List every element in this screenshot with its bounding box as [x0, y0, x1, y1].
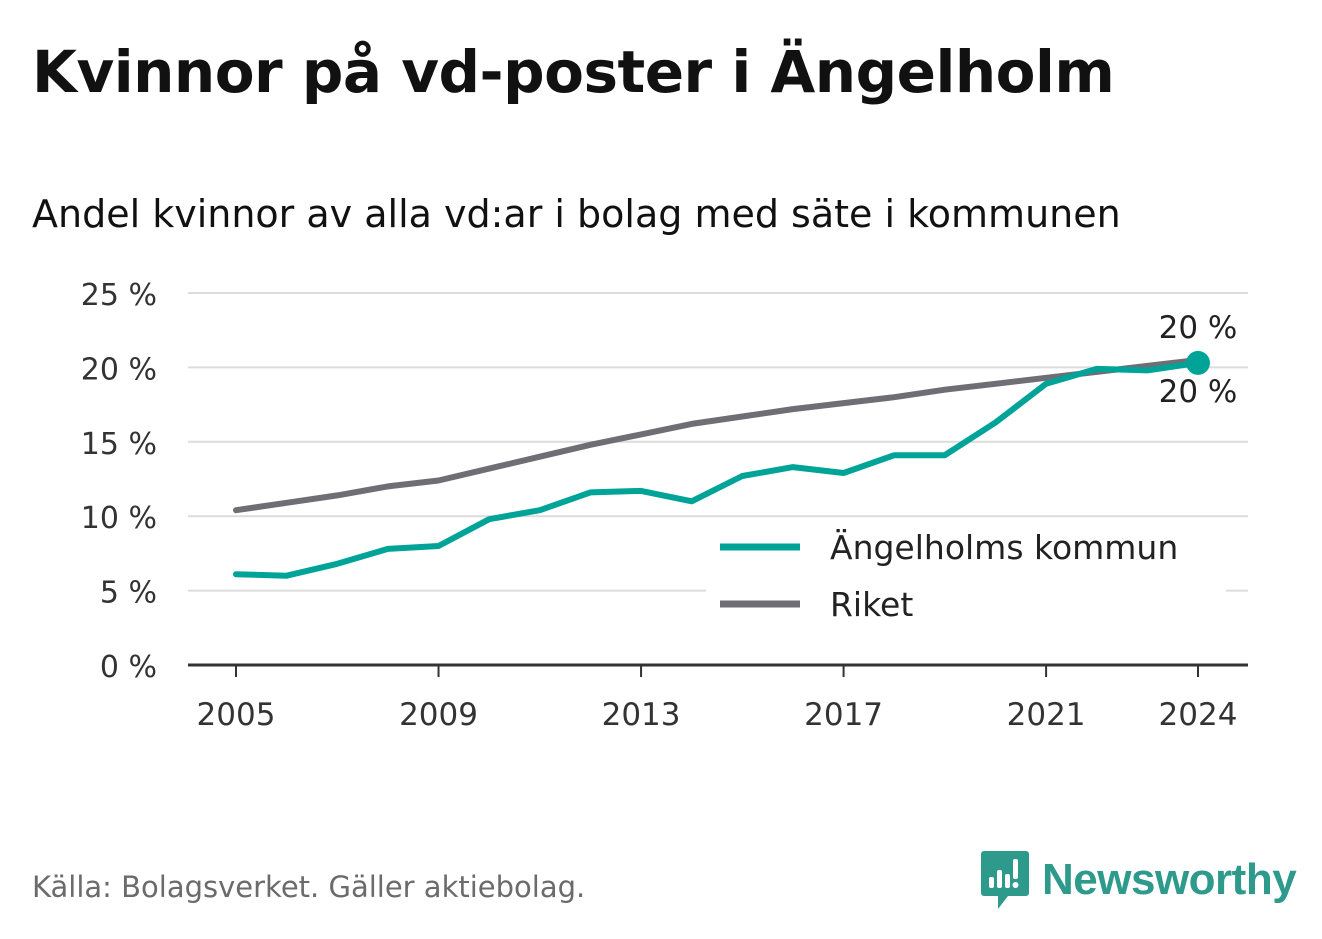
x-axis-ticks: 2005 2009 2013 2017 2021 2024	[197, 665, 1238, 733]
x-tick-label: 2013	[602, 697, 681, 733]
y-tick-label: 20 %	[81, 352, 157, 387]
end-label: 20 %	[1159, 310, 1238, 346]
chart-subtitle: Andel kvinnor av alla vd:ar i bolag med …	[32, 192, 1121, 236]
legend-label: Ängelholms kommun	[830, 528, 1178, 567]
series-lines	[233, 350, 1210, 579]
end-point-marker	[1186, 350, 1210, 375]
x-tick-label: 2009	[399, 697, 478, 733]
x-tick-label: 2021	[1007, 697, 1086, 733]
y-tick-label: 10 %	[81, 501, 157, 536]
legend-background	[706, 520, 1226, 630]
y-tick-label: 15 %	[81, 427, 157, 462]
y-tick-label: 5 %	[100, 576, 157, 611]
x-tick-label: 2017	[804, 697, 883, 733]
brand-name: Newsworthy	[1042, 855, 1297, 904]
legend-label: Riket	[830, 585, 913, 624]
y-tick-label: 0 %	[100, 650, 157, 685]
end-labels: 20 % 20 %	[1159, 310, 1238, 410]
newsworthy-logo-icon	[981, 851, 1029, 909]
series-line	[233, 359, 1201, 579]
y-axis-ticks: 0 % 5 % 10 % 15 % 20 % 25 %	[81, 278, 157, 685]
x-tick-label: 2024	[1159, 697, 1238, 733]
end-label: 20 %	[1159, 374, 1238, 410]
source-note: Källa: Bolagsverket. Gäller aktiebolag.	[32, 870, 586, 904]
x-tick-label: 2005	[197, 697, 276, 733]
legend: Ängelholms kommun Riket	[706, 520, 1226, 630]
series-line	[233, 357, 1201, 514]
y-tick-label: 25 %	[81, 278, 157, 313]
chart-title: Kvinnor på vd-poster i Ängelholm	[32, 38, 1115, 106]
brand-logo: Newsworthy	[980, 848, 1297, 912]
